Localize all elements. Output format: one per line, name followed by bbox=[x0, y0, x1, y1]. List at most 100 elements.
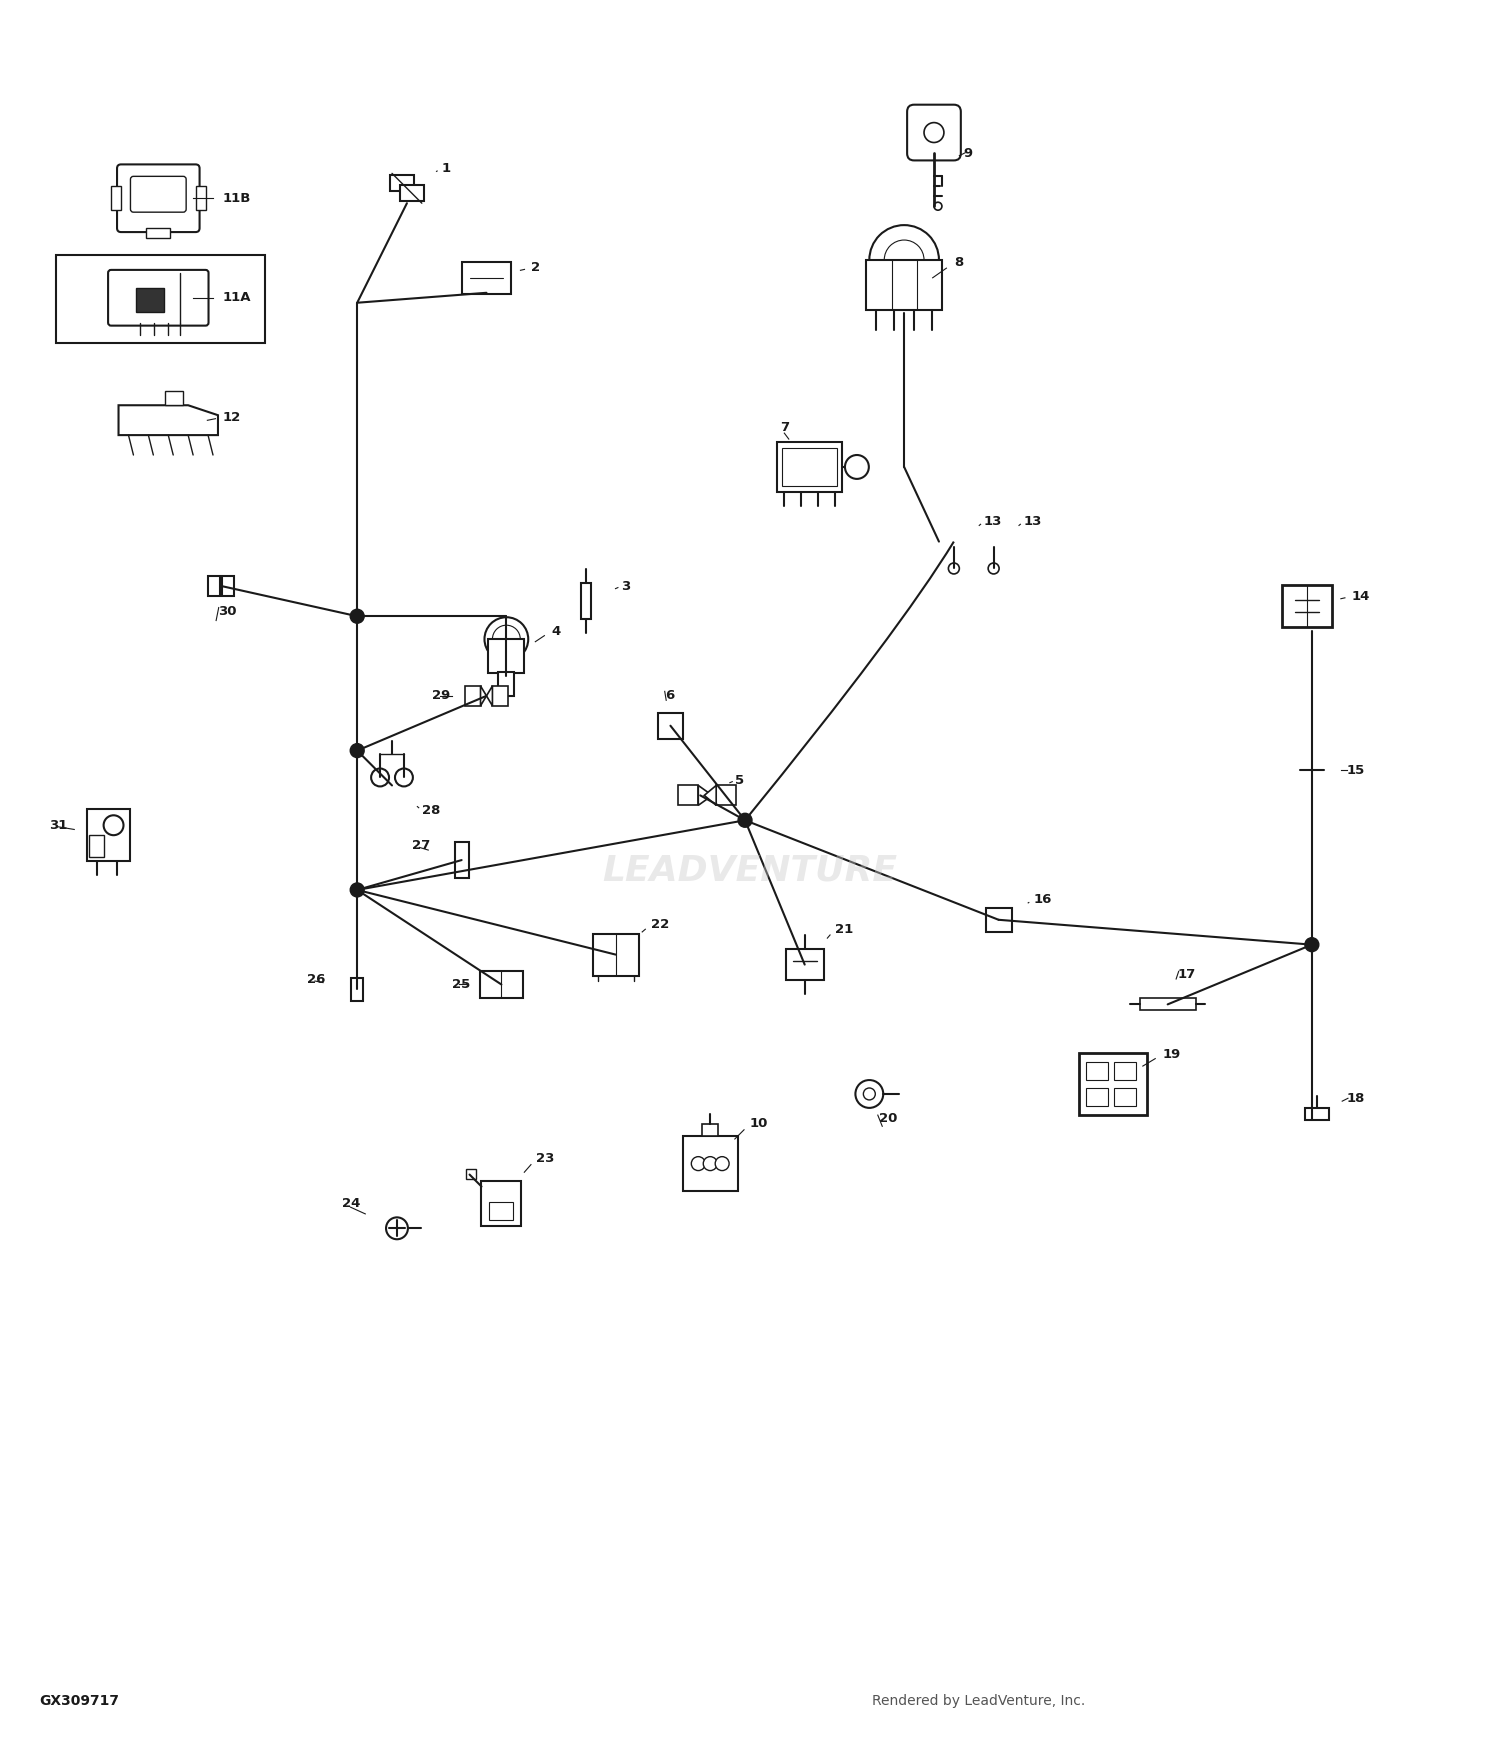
Bar bbox=[222, 576, 234, 597]
Text: 30: 30 bbox=[217, 606, 237, 618]
Bar bbox=[1114, 1088, 1136, 1106]
Text: 19: 19 bbox=[1162, 1048, 1180, 1060]
Text: 29: 29 bbox=[432, 690, 450, 702]
Bar bbox=[482, 1181, 522, 1227]
Text: 6: 6 bbox=[666, 690, 675, 702]
Bar bbox=[657, 712, 684, 738]
Circle shape bbox=[988, 564, 999, 574]
Circle shape bbox=[844, 455, 868, 480]
Bar bbox=[489, 1202, 513, 1220]
Text: 18: 18 bbox=[1347, 1092, 1365, 1106]
Text: 5: 5 bbox=[735, 774, 744, 788]
Bar bbox=[462, 262, 512, 294]
Polygon shape bbox=[118, 406, 218, 436]
Text: 1: 1 bbox=[441, 163, 452, 175]
FancyBboxPatch shape bbox=[108, 270, 208, 326]
Bar bbox=[147, 228, 170, 238]
Text: 17: 17 bbox=[1178, 968, 1196, 982]
Text: 12: 12 bbox=[224, 411, 242, 424]
Bar bbox=[1305, 1108, 1329, 1120]
Bar bbox=[209, 576, 220, 597]
Text: 22: 22 bbox=[651, 919, 669, 931]
Bar bbox=[489, 639, 525, 674]
Text: 20: 20 bbox=[879, 1113, 897, 1125]
Bar bbox=[867, 261, 942, 310]
Circle shape bbox=[350, 744, 364, 758]
Circle shape bbox=[370, 768, 388, 786]
FancyBboxPatch shape bbox=[117, 164, 200, 233]
Circle shape bbox=[948, 564, 960, 574]
Bar bbox=[87, 808, 130, 861]
Circle shape bbox=[692, 1157, 705, 1171]
Bar bbox=[786, 949, 824, 980]
Text: LEADVENTURE: LEADVENTURE bbox=[603, 852, 897, 887]
Bar bbox=[165, 392, 183, 406]
Circle shape bbox=[738, 814, 752, 828]
Circle shape bbox=[934, 203, 942, 210]
Text: 3: 3 bbox=[621, 579, 630, 593]
Circle shape bbox=[350, 609, 364, 623]
Circle shape bbox=[870, 226, 939, 294]
Bar bbox=[1078, 1054, 1148, 1115]
Text: 25: 25 bbox=[452, 978, 470, 990]
Text: 13: 13 bbox=[1023, 514, 1042, 528]
Text: 31: 31 bbox=[50, 819, 68, 831]
Bar bbox=[580, 583, 591, 619]
Circle shape bbox=[884, 240, 924, 280]
Text: 7: 7 bbox=[780, 420, 789, 434]
Text: 16: 16 bbox=[1034, 894, 1052, 906]
Bar bbox=[1282, 586, 1332, 626]
Text: 11B: 11B bbox=[224, 192, 252, 205]
Text: 9: 9 bbox=[964, 147, 974, 159]
Text: 11A: 11A bbox=[224, 290, 252, 304]
Text: 8: 8 bbox=[954, 257, 963, 270]
Bar bbox=[702, 1124, 718, 1136]
Circle shape bbox=[350, 884, 364, 898]
Circle shape bbox=[484, 618, 528, 662]
Text: 27: 27 bbox=[413, 838, 430, 852]
Bar bbox=[480, 971, 524, 999]
Text: 4: 4 bbox=[550, 625, 561, 637]
Bar bbox=[111, 186, 122, 210]
Bar bbox=[783, 448, 837, 487]
Text: 2: 2 bbox=[531, 261, 540, 275]
Bar bbox=[88, 835, 104, 858]
Bar bbox=[400, 186, 424, 201]
Bar bbox=[56, 255, 264, 343]
Circle shape bbox=[104, 816, 123, 835]
Circle shape bbox=[386, 1218, 408, 1239]
Bar bbox=[1114, 1062, 1136, 1080]
Bar bbox=[592, 934, 639, 975]
Text: 15: 15 bbox=[1347, 765, 1365, 777]
Text: 23: 23 bbox=[536, 1152, 555, 1166]
Polygon shape bbox=[678, 786, 699, 805]
Bar bbox=[136, 287, 165, 312]
Polygon shape bbox=[465, 686, 480, 705]
Polygon shape bbox=[486, 686, 492, 705]
FancyBboxPatch shape bbox=[908, 105, 962, 161]
Text: 21: 21 bbox=[834, 924, 854, 936]
Bar bbox=[1086, 1062, 1108, 1080]
FancyBboxPatch shape bbox=[130, 177, 186, 212]
Circle shape bbox=[492, 625, 520, 653]
Polygon shape bbox=[1140, 999, 1196, 1010]
Text: 26: 26 bbox=[308, 973, 326, 985]
Circle shape bbox=[924, 123, 944, 142]
Polygon shape bbox=[705, 786, 716, 805]
Bar bbox=[1086, 1088, 1108, 1106]
Bar bbox=[682, 1136, 738, 1192]
Text: 13: 13 bbox=[984, 514, 1002, 528]
Bar bbox=[498, 672, 514, 696]
Polygon shape bbox=[492, 686, 508, 705]
Bar bbox=[454, 842, 468, 878]
Circle shape bbox=[394, 768, 412, 786]
Text: 28: 28 bbox=[422, 803, 440, 817]
Bar bbox=[986, 908, 1011, 931]
Circle shape bbox=[864, 1088, 876, 1101]
Text: 10: 10 bbox=[750, 1116, 768, 1130]
Circle shape bbox=[1305, 938, 1318, 952]
Bar bbox=[195, 186, 206, 210]
Polygon shape bbox=[699, 786, 712, 805]
Bar bbox=[777, 443, 842, 492]
Polygon shape bbox=[716, 786, 736, 805]
